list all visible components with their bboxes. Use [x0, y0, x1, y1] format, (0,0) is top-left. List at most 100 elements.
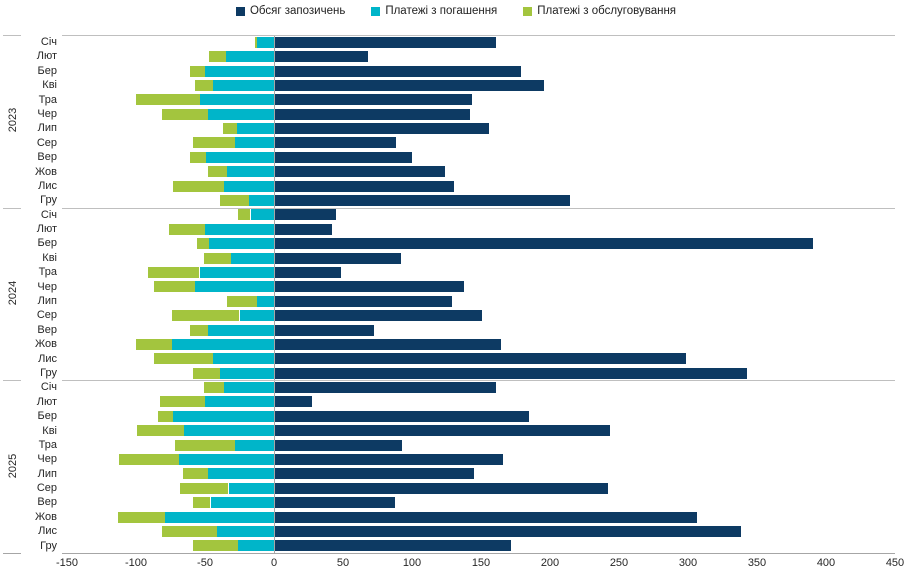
bar-borrowing — [275, 511, 698, 523]
month-label: Лип — [37, 467, 57, 480]
bar-repayment — [235, 439, 274, 451]
month-label: Вер — [37, 496, 57, 509]
bar-repayment — [207, 324, 274, 336]
bar-repayment — [238, 540, 274, 552]
bar-borrowing — [275, 497, 396, 509]
bar-service — [189, 65, 205, 77]
bar-repayment — [217, 525, 274, 537]
group-separator-line — [62, 35, 895, 36]
bar-repayment — [171, 338, 274, 350]
bar-repayment — [231, 252, 274, 264]
borrowing-swatch-icon — [235, 6, 245, 16]
bar-repayment — [213, 79, 274, 91]
bar-service — [158, 410, 174, 422]
bar-repayment — [225, 51, 274, 63]
month-label: Тра — [38, 266, 57, 279]
month-label: Кві — [42, 79, 57, 92]
bar-service — [209, 51, 226, 63]
bar-service — [169, 223, 205, 235]
bar-borrowing — [275, 310, 482, 322]
x-tick-label: -150 — [55, 557, 79, 569]
bar-borrowing — [275, 367, 747, 379]
month-label: Сер — [36, 309, 57, 322]
legend-label-service: Платежі з обслуговування — [537, 5, 677, 17]
legend-label-borrowing: Обсяг запозичень — [249, 5, 346, 17]
month-label: Бер — [37, 64, 57, 77]
month-label: Жов — [35, 338, 57, 351]
bar-repayment — [206, 151, 274, 163]
year-column-separator-line — [3, 380, 21, 382]
zero-gridline — [274, 35, 275, 553]
bar-borrowing — [275, 295, 452, 307]
bar-repayment — [199, 266, 274, 278]
bar-borrowing — [275, 223, 332, 235]
service-swatch-icon — [523, 6, 533, 16]
bar-repayment — [213, 353, 274, 365]
x-tick-label: -50 — [197, 557, 213, 569]
legend-label-repayment: Платежі з погашення — [385, 5, 498, 17]
group-separator-line — [62, 207, 895, 209]
bar-service — [195, 79, 214, 91]
bar-repayment — [205, 223, 274, 235]
month-label: Січ — [40, 36, 57, 48]
month-label: Вер — [37, 323, 57, 336]
bar-repayment — [173, 410, 274, 422]
year-label: 2023 — [7, 108, 19, 133]
bar-service — [192, 540, 239, 552]
bar-repayment — [207, 108, 274, 120]
bar-service — [137, 425, 185, 437]
month-label: Лют — [36, 223, 57, 236]
bar-service — [119, 454, 179, 465]
bar-borrowing — [275, 266, 342, 278]
month-label: Чер — [37, 107, 57, 120]
bar-repayment — [235, 137, 274, 149]
bar-borrowing — [275, 123, 489, 134]
month-label: Жов — [35, 165, 57, 178]
bar-service — [173, 180, 225, 192]
month-label: Гру — [40, 539, 57, 552]
bar-repayment — [224, 180, 274, 192]
month-label: Жов — [35, 510, 57, 523]
year-label: 2025 — [7, 453, 19, 478]
bar-service — [222, 123, 237, 134]
bar-borrowing — [275, 396, 313, 408]
bar-service — [136, 338, 172, 350]
month-label: Бер — [37, 410, 57, 423]
bar-service — [220, 195, 250, 206]
bar-borrowing — [275, 252, 401, 264]
x-tick-label: 200 — [540, 557, 560, 569]
bar-repayment — [224, 382, 274, 393]
month-label: Вер — [37, 151, 57, 164]
x-tick-label: 250 — [609, 557, 629, 569]
bar-service — [148, 266, 200, 278]
bar-borrowing — [275, 108, 470, 120]
bar-borrowing — [275, 137, 397, 149]
bar-service — [162, 108, 208, 120]
bar-borrowing — [275, 482, 608, 494]
bar-borrowing — [275, 468, 474, 480]
bar-service — [189, 151, 207, 163]
month-label: Тра — [38, 93, 57, 106]
month-label: Лис — [38, 179, 57, 192]
bar-repayment — [257, 36, 274, 48]
bar-service — [227, 295, 258, 307]
bar-repayment — [250, 209, 274, 221]
bar-borrowing — [275, 353, 687, 365]
bar-borrowing — [275, 382, 496, 393]
year-column-separator-line — [3, 35, 21, 36]
bar-service — [189, 324, 208, 336]
x-tick-label: 300 — [678, 557, 698, 569]
bar-borrowing — [275, 65, 521, 77]
month-label: Гру — [40, 366, 57, 379]
bar-repayment — [236, 123, 274, 134]
legend-item-service: Платежі з обслуговування — [523, 5, 676, 17]
year-column-separator-line — [3, 207, 21, 209]
bar-service — [136, 94, 200, 106]
bar-borrowing — [275, 166, 445, 178]
x-tick-label: 0 — [270, 557, 278, 569]
bar-service — [153, 353, 214, 365]
bar-service — [171, 310, 240, 322]
bar-repayment — [207, 468, 274, 480]
month-label: Лют — [36, 50, 57, 63]
